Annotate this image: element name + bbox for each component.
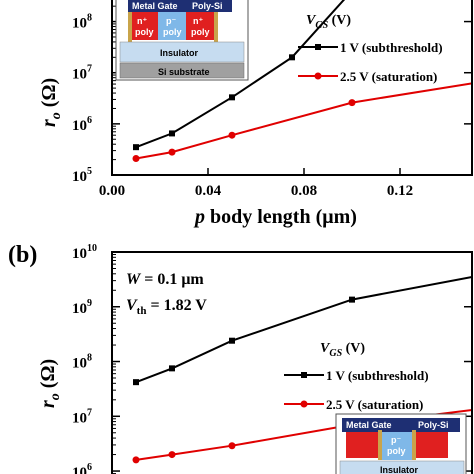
panel-b-data-point-2v5 (132, 456, 140, 464)
metal-gate-layer-b (342, 418, 460, 432)
panel-a-data-point-1v (133, 144, 139, 151)
p-minus-poly (158, 12, 186, 40)
svg-text:n⁺: n⁺ (137, 16, 147, 26)
panel-b-y-tick-label: 1010 (72, 243, 97, 262)
svg-text:p⁻: p⁻ (391, 435, 401, 445)
svg-text:p⁻: p⁻ (166, 16, 176, 26)
metal-gate-layer (128, 0, 232, 12)
panel-a-y-tick-label: 107 (72, 64, 92, 83)
panel-a-data-point-1v (289, 54, 295, 61)
panel-b-series-line-1v (135, 276, 472, 384)
panel-b-vth-annotation: Vth = 1.82 V (126, 297, 207, 317)
insulator-label: Insulator (160, 48, 199, 58)
panel-b-annotations: W = 0.1 μm Vth = 1.82 V (126, 271, 207, 317)
svg-text:n⁺: n⁺ (193, 16, 203, 26)
panel-a-legend: VGS (V) 1 V (subthreshold) 2.5 V (satura… (298, 13, 443, 84)
panel-a-legend-label-2v5: 2.5 V (saturation) (340, 69, 437, 84)
panel-b-legend: VGS (V) 1 V (subthreshold) 2.5 V (satura… (284, 341, 429, 412)
panel-b-data-point-1v (349, 296, 355, 303)
panel-a-y-axis-label: ro (Ω) (38, 78, 64, 127)
panel-b-y-axis-label: ro (Ω) (37, 359, 63, 408)
panel-a-data-point-2v5 (348, 99, 356, 107)
panel-b-width-annotation: W = 0.1 μm (126, 271, 204, 288)
panel-b-data-point-2v5 (228, 442, 236, 450)
panel-b-legend-marker-2v5 (300, 400, 308, 408)
panel-a-x-tick-label: 0.08 (291, 183, 317, 199)
panel-b-plot-frame (111, 251, 473, 474)
n-plus-poly-left (130, 12, 158, 40)
panel-a-x-tick-label: 0.12 (387, 183, 413, 199)
panel-b-legend-title: VGS (V) (320, 341, 365, 359)
panel-a-series-line-2v5 (135, 82, 472, 160)
poly-si-label: Poly-Si (192, 1, 223, 11)
svg-text:poly: poly (387, 446, 406, 456)
svg-text:Metal Gate: Metal Gate (346, 420, 392, 430)
svg-text:poly: poly (191, 27, 210, 37)
panel-a-data-point-2v5 (132, 155, 140, 163)
panel-a-y-tick-label: 106 (72, 115, 92, 134)
panel-a-device-inset: Metal Gate Poly-Si n⁺ poly p⁻ poly n⁺ po… (115, 0, 249, 81)
panel-b-data-point-2v5 (168, 451, 176, 459)
panel-a-chart: ro (Ω) 105 106 107 108 0.00 0.04 0.08 0.12 p bo… (38, 0, 473, 228)
si-substrate-label: Si substrate (158, 67, 210, 77)
panel-a-data-point-1v (169, 130, 175, 137)
n-plus-poly-right (186, 12, 214, 40)
insulator-layer-b (339, 460, 465, 474)
svg-text:poly: poly (135, 27, 154, 37)
panel-b-y-tick-label: 109 (72, 298, 92, 317)
panel-a-legend-marker-1v (315, 44, 321, 50)
panel-a-legend-label-1v: 1 V (subthreshold) (340, 40, 443, 55)
panel-b-chart: (b) ro (Ω) 106 107 108 109 1010 W = 0.1 μm V… (8, 242, 473, 474)
metal-gate-label: Metal Gate (132, 1, 178, 11)
panel-a-y-tick-label: 105 (72, 166, 92, 185)
si-substrate-layer (119, 62, 245, 79)
panel-b-y-tick-label: 108 (72, 353, 92, 372)
panel-a-data-point-1v (229, 94, 235, 101)
panel-b-data-point-1v (133, 379, 139, 386)
panel-a-plot-frame (111, 0, 473, 176)
panel-b-y-tick-label: 106 (72, 462, 92, 474)
panel-a-legend-title: VGS (V) (306, 13, 351, 31)
insulator-layer (119, 41, 245, 63)
panel-b-legend-label-1v: 1 V (subthreshold) (326, 368, 429, 383)
panel-b-label: (b) (8, 242, 37, 268)
panel-a-data-point-2v5 (228, 131, 236, 139)
panel-b-legend-marker-1v (301, 372, 307, 378)
panel-a-x-tick-label: 0.04 (195, 183, 222, 199)
panel-a-legend-marker-2v5 (314, 72, 322, 80)
panel-a-x-tick-label: 0.00 (99, 183, 125, 199)
panel-b-y-tick-label: 107 (72, 407, 92, 426)
p-minus-poly-b (382, 432, 412, 460)
svg-text:poly: poly (163, 27, 182, 37)
panel-b-device-inset: Metal Gate Poly-Si p⁻ poly Insulator (335, 413, 467, 474)
panel-a-y-tick-label: 108 (72, 13, 92, 32)
panel-a-data-point-2v5 (168, 148, 176, 156)
panel-b-data-point-1v (229, 337, 235, 344)
panel-b-data-point-1v (169, 365, 175, 372)
svg-text:Insulator: Insulator (380, 465, 419, 474)
svg-text:Poly-Si: Poly-Si (418, 420, 449, 430)
panel-b-legend-label-2v5: 2.5 V (saturation) (326, 397, 423, 412)
panel-a-x-axis-label: p body length (μm) (193, 206, 357, 228)
